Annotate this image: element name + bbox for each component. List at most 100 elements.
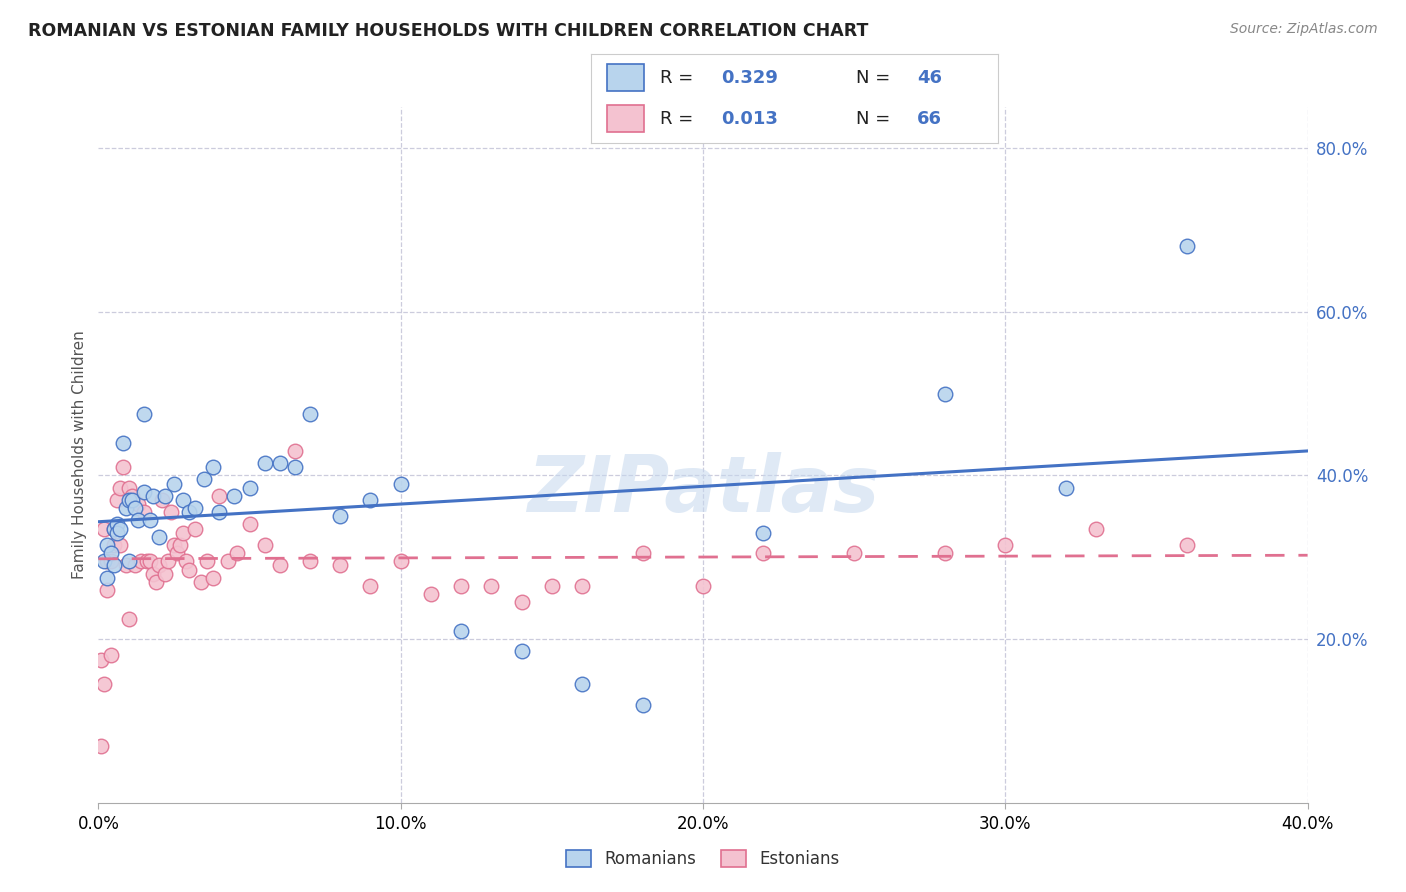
Point: [142, 489, 165, 503]
Point: [132, 505, 155, 519]
Point: [195, 554, 218, 568]
Point: [166, 546, 188, 560]
Point: [389, 554, 412, 568]
Point: [179, 505, 201, 519]
Text: R =: R =: [659, 69, 699, 87]
Point: [208, 505, 231, 519]
Point: [118, 492, 141, 507]
Point: [163, 538, 186, 552]
Point: [752, 525, 775, 540]
Point: [111, 435, 134, 450]
Point: [239, 481, 262, 495]
Point: [90, 739, 112, 753]
Point: [108, 481, 131, 495]
Text: Source: ZipAtlas.com: Source: ZipAtlas.com: [1230, 22, 1378, 37]
Point: [360, 492, 382, 507]
Point: [93, 522, 115, 536]
Point: [420, 587, 443, 601]
Point: [96, 582, 118, 597]
Point: [224, 489, 246, 503]
Point: [121, 489, 143, 503]
Point: [190, 574, 212, 589]
Point: [163, 476, 186, 491]
Point: [217, 554, 239, 568]
Point: [184, 501, 207, 516]
Point: [934, 546, 956, 560]
Point: [284, 460, 307, 475]
Point: [226, 546, 249, 560]
Point: [139, 513, 162, 527]
Point: [103, 558, 125, 573]
Point: [179, 562, 201, 576]
Legend: Romanians, Estonians: Romanians, Estonians: [560, 843, 846, 874]
Point: [127, 513, 149, 527]
Point: [994, 538, 1017, 552]
Point: [450, 624, 472, 638]
Text: N =: N =: [855, 69, 896, 87]
Point: [96, 571, 118, 585]
Point: [124, 558, 146, 573]
Text: 0.329: 0.329: [721, 69, 778, 87]
Point: [153, 489, 176, 503]
Point: [100, 554, 122, 568]
Text: ROMANIAN VS ESTONIAN FAMILY HOUSEHOLDS WITH CHILDREN CORRELATION CHART: ROMANIAN VS ESTONIAN FAMILY HOUSEHOLDS W…: [28, 22, 869, 40]
Point: [160, 505, 183, 519]
Text: R =: R =: [659, 110, 699, 128]
Point: [96, 538, 118, 552]
Point: [118, 554, 141, 568]
Point: [100, 648, 122, 663]
Point: [124, 501, 146, 516]
Point: [105, 525, 128, 540]
Point: [93, 677, 115, 691]
Point: [269, 456, 291, 470]
Point: [360, 579, 382, 593]
Point: [114, 558, 136, 573]
Point: [571, 677, 593, 691]
Point: [193, 473, 215, 487]
Point: [450, 579, 472, 593]
Point: [142, 566, 165, 581]
Point: [208, 489, 231, 503]
Point: [108, 522, 131, 536]
Point: [111, 460, 134, 475]
Point: [692, 579, 714, 593]
Point: [169, 538, 191, 552]
Point: [571, 579, 593, 593]
Point: [135, 554, 157, 568]
Point: [540, 579, 562, 593]
Point: [844, 546, 866, 560]
Point: [174, 554, 197, 568]
Point: [510, 595, 533, 609]
Point: [90, 652, 112, 666]
Point: [1175, 239, 1198, 253]
Point: [329, 558, 352, 573]
Y-axis label: Family Households with Children: Family Households with Children: [72, 331, 87, 579]
Point: [105, 517, 128, 532]
Point: [100, 546, 122, 560]
Point: [202, 571, 225, 585]
Text: ZIPatlas: ZIPatlas: [527, 451, 879, 528]
Point: [253, 538, 276, 552]
Point: [148, 558, 170, 573]
Point: [299, 554, 322, 568]
Point: [127, 497, 149, 511]
Bar: [607, 64, 644, 91]
Point: [103, 522, 125, 536]
Point: [269, 558, 291, 573]
Point: [481, 579, 503, 593]
Point: [172, 492, 194, 507]
Point: [105, 492, 128, 507]
Point: [103, 538, 125, 552]
Point: [132, 407, 155, 421]
Point: [172, 525, 194, 540]
Point: [156, 554, 179, 568]
Text: 0.013: 0.013: [721, 110, 778, 128]
Text: 46: 46: [917, 69, 942, 87]
Point: [329, 509, 352, 524]
Point: [96, 554, 118, 568]
Point: [1054, 481, 1077, 495]
Point: [299, 407, 322, 421]
Point: [93, 554, 115, 568]
Point: [510, 644, 533, 658]
Point: [284, 443, 307, 458]
